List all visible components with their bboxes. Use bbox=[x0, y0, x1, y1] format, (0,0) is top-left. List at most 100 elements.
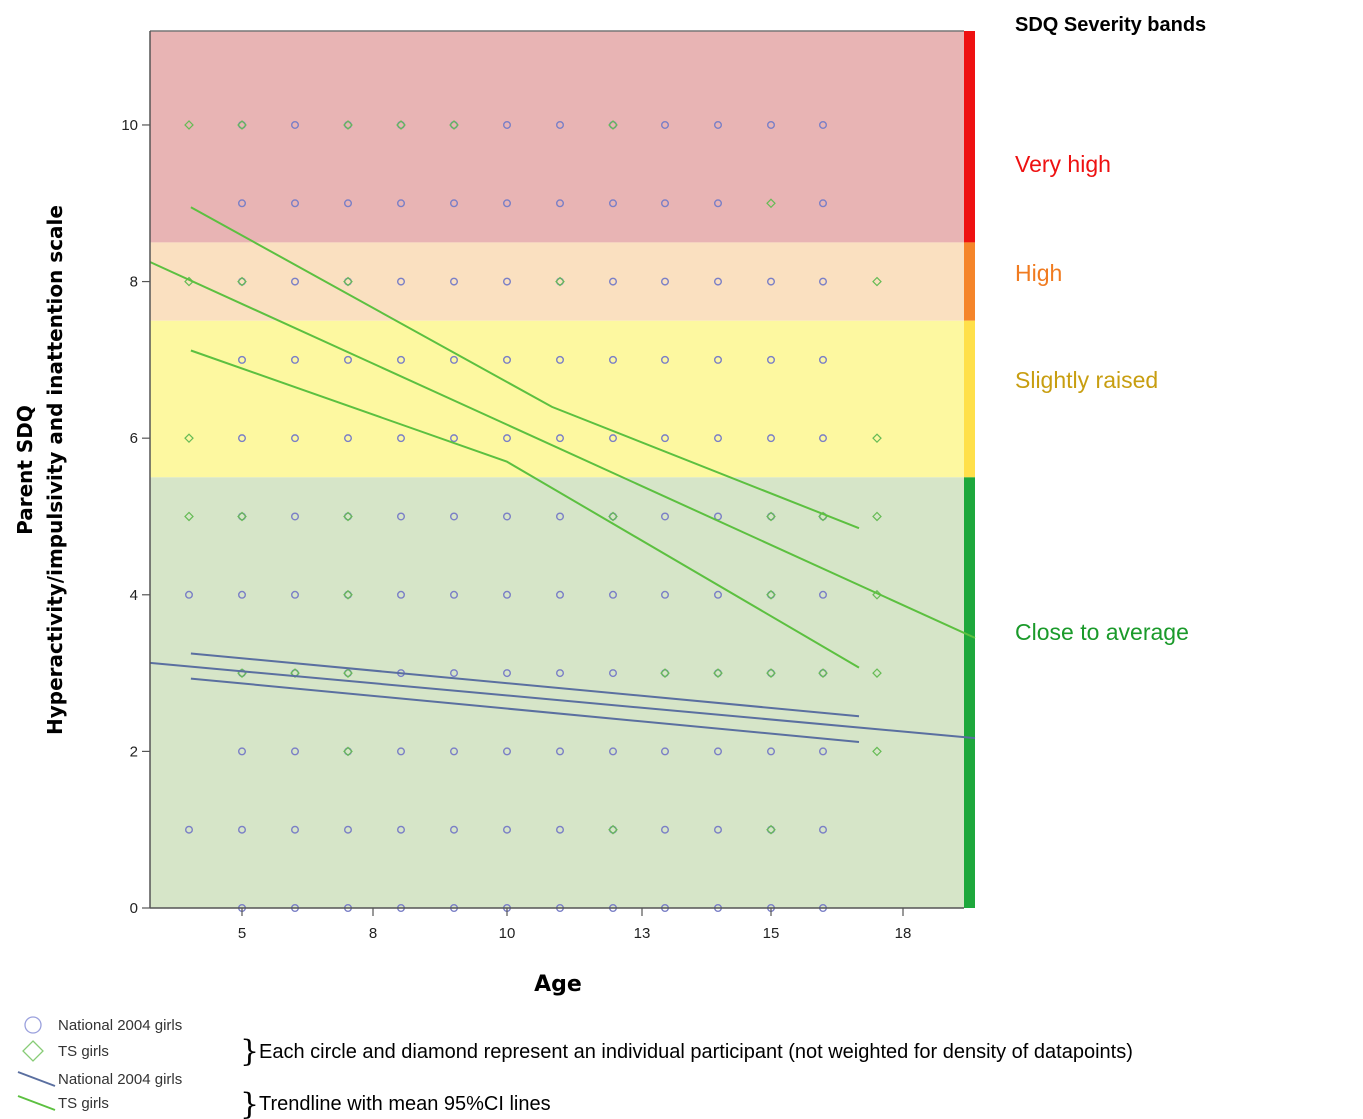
ts-point bbox=[872, 433, 882, 444]
y-tick-label: 10 bbox=[121, 117, 138, 134]
legend-label: National 2004 girls bbox=[58, 1071, 182, 1088]
national-point bbox=[661, 747, 670, 756]
national-point bbox=[556, 825, 565, 834]
band-label-2: Slightly raised bbox=[1015, 367, 1158, 393]
national-point bbox=[503, 669, 512, 678]
national-point bbox=[661, 825, 670, 834]
national-point bbox=[714, 434, 723, 443]
ts-point bbox=[237, 511, 247, 522]
national-point bbox=[344, 199, 353, 208]
legend-label: National 2004 girls bbox=[58, 1017, 182, 1034]
national-point bbox=[237, 590, 246, 599]
x-tick-label: 10 bbox=[499, 925, 516, 942]
y-tick-label: 4 bbox=[130, 587, 138, 604]
legend-line-icon bbox=[17, 1071, 56, 1087]
national-point bbox=[714, 199, 723, 208]
x-tick-label: 5 bbox=[238, 925, 246, 942]
national-point bbox=[184, 825, 193, 834]
ts-point bbox=[608, 120, 618, 130]
national-point bbox=[556, 199, 565, 208]
national-point bbox=[291, 825, 300, 834]
trendlines bbox=[149, 206, 976, 743]
legend-circle-icon bbox=[24, 1016, 42, 1034]
national-point bbox=[609, 669, 618, 678]
legend-note-points: Each circle and diamond represent an ind… bbox=[259, 1041, 1133, 1063]
ts-point bbox=[766, 824, 776, 835]
band-label-3: Close to average bbox=[1015, 619, 1189, 645]
national-point bbox=[237, 355, 246, 364]
band-0 bbox=[150, 31, 965, 243]
ts-point bbox=[343, 668, 353, 678]
national-point bbox=[397, 747, 406, 756]
band-bar-3 bbox=[964, 477, 975, 908]
national-point bbox=[291, 277, 300, 286]
national-point bbox=[291, 747, 300, 756]
y-tick-label: 2 bbox=[130, 743, 138, 760]
national-point bbox=[767, 747, 776, 756]
ts-point bbox=[343, 746, 353, 757]
national-point bbox=[556, 120, 565, 129]
national-point bbox=[503, 199, 512, 208]
national-point bbox=[819, 434, 828, 443]
national-point bbox=[556, 434, 565, 443]
ts-point bbox=[396, 120, 406, 130]
national-point bbox=[714, 825, 723, 834]
national-point bbox=[450, 434, 459, 443]
ts-point bbox=[343, 120, 353, 130]
national-point bbox=[397, 434, 406, 443]
ts-point bbox=[449, 120, 459, 130]
y-tick-label: 0 bbox=[130, 900, 138, 917]
national-point bbox=[819, 590, 828, 599]
national-point bbox=[291, 120, 300, 129]
ts-point bbox=[555, 276, 565, 287]
axes: 0 2 4 6 8 10 5 8 10 13 15 18 Age Parent SDQ Hyperactiv… bbox=[13, 30, 964, 997]
national-point bbox=[767, 355, 776, 364]
national-point bbox=[661, 277, 670, 286]
trendline-ci_upper bbox=[190, 206, 860, 530]
national-point bbox=[609, 434, 618, 443]
national-point bbox=[450, 825, 459, 834]
national-point bbox=[503, 355, 512, 364]
national-point bbox=[237, 825, 246, 834]
national-point bbox=[397, 825, 406, 834]
ts-point bbox=[608, 511, 618, 522]
national-point bbox=[397, 277, 406, 286]
national-point bbox=[291, 590, 300, 599]
ts-point bbox=[818, 668, 828, 678]
national-point bbox=[819, 747, 828, 756]
x-tick-label: 15 bbox=[763, 925, 780, 942]
national-point bbox=[661, 199, 670, 208]
national-point bbox=[344, 825, 353, 834]
national-point bbox=[714, 747, 723, 756]
national-point bbox=[609, 277, 618, 286]
national-point bbox=[661, 590, 670, 599]
ts-point bbox=[343, 276, 353, 287]
ts-point bbox=[343, 589, 353, 600]
x-tick-label: 8 bbox=[369, 925, 377, 942]
ts-point bbox=[872, 746, 882, 757]
band-label-0: Very high bbox=[1015, 151, 1111, 177]
national-point bbox=[819, 355, 828, 364]
national-point bbox=[609, 199, 618, 208]
y-tick-label: 8 bbox=[130, 274, 138, 291]
ts-point bbox=[713, 668, 723, 678]
x-tick-label: 13 bbox=[634, 925, 651, 942]
national-point bbox=[714, 590, 723, 599]
band-1 bbox=[150, 242, 965, 321]
national-point bbox=[819, 199, 828, 208]
severity-bands bbox=[150, 31, 965, 908]
national-point bbox=[237, 199, 246, 208]
ts-point bbox=[766, 198, 776, 209]
national-point bbox=[450, 669, 459, 678]
national-point bbox=[397, 355, 406, 364]
bands-heading: SDQ Severity bands bbox=[1015, 14, 1206, 36]
band-bar-2 bbox=[964, 320, 975, 478]
national-point bbox=[291, 512, 300, 521]
trendline-ci_lower bbox=[190, 349, 860, 669]
national-point bbox=[503, 277, 512, 286]
ts-point bbox=[343, 511, 353, 522]
legend-brace: } bbox=[240, 1087, 259, 1119]
legend: National 2004 girls TS girls National 2004… bbox=[17, 1016, 1133, 1119]
ts-point bbox=[872, 668, 882, 678]
trendline-fit bbox=[149, 261, 976, 639]
